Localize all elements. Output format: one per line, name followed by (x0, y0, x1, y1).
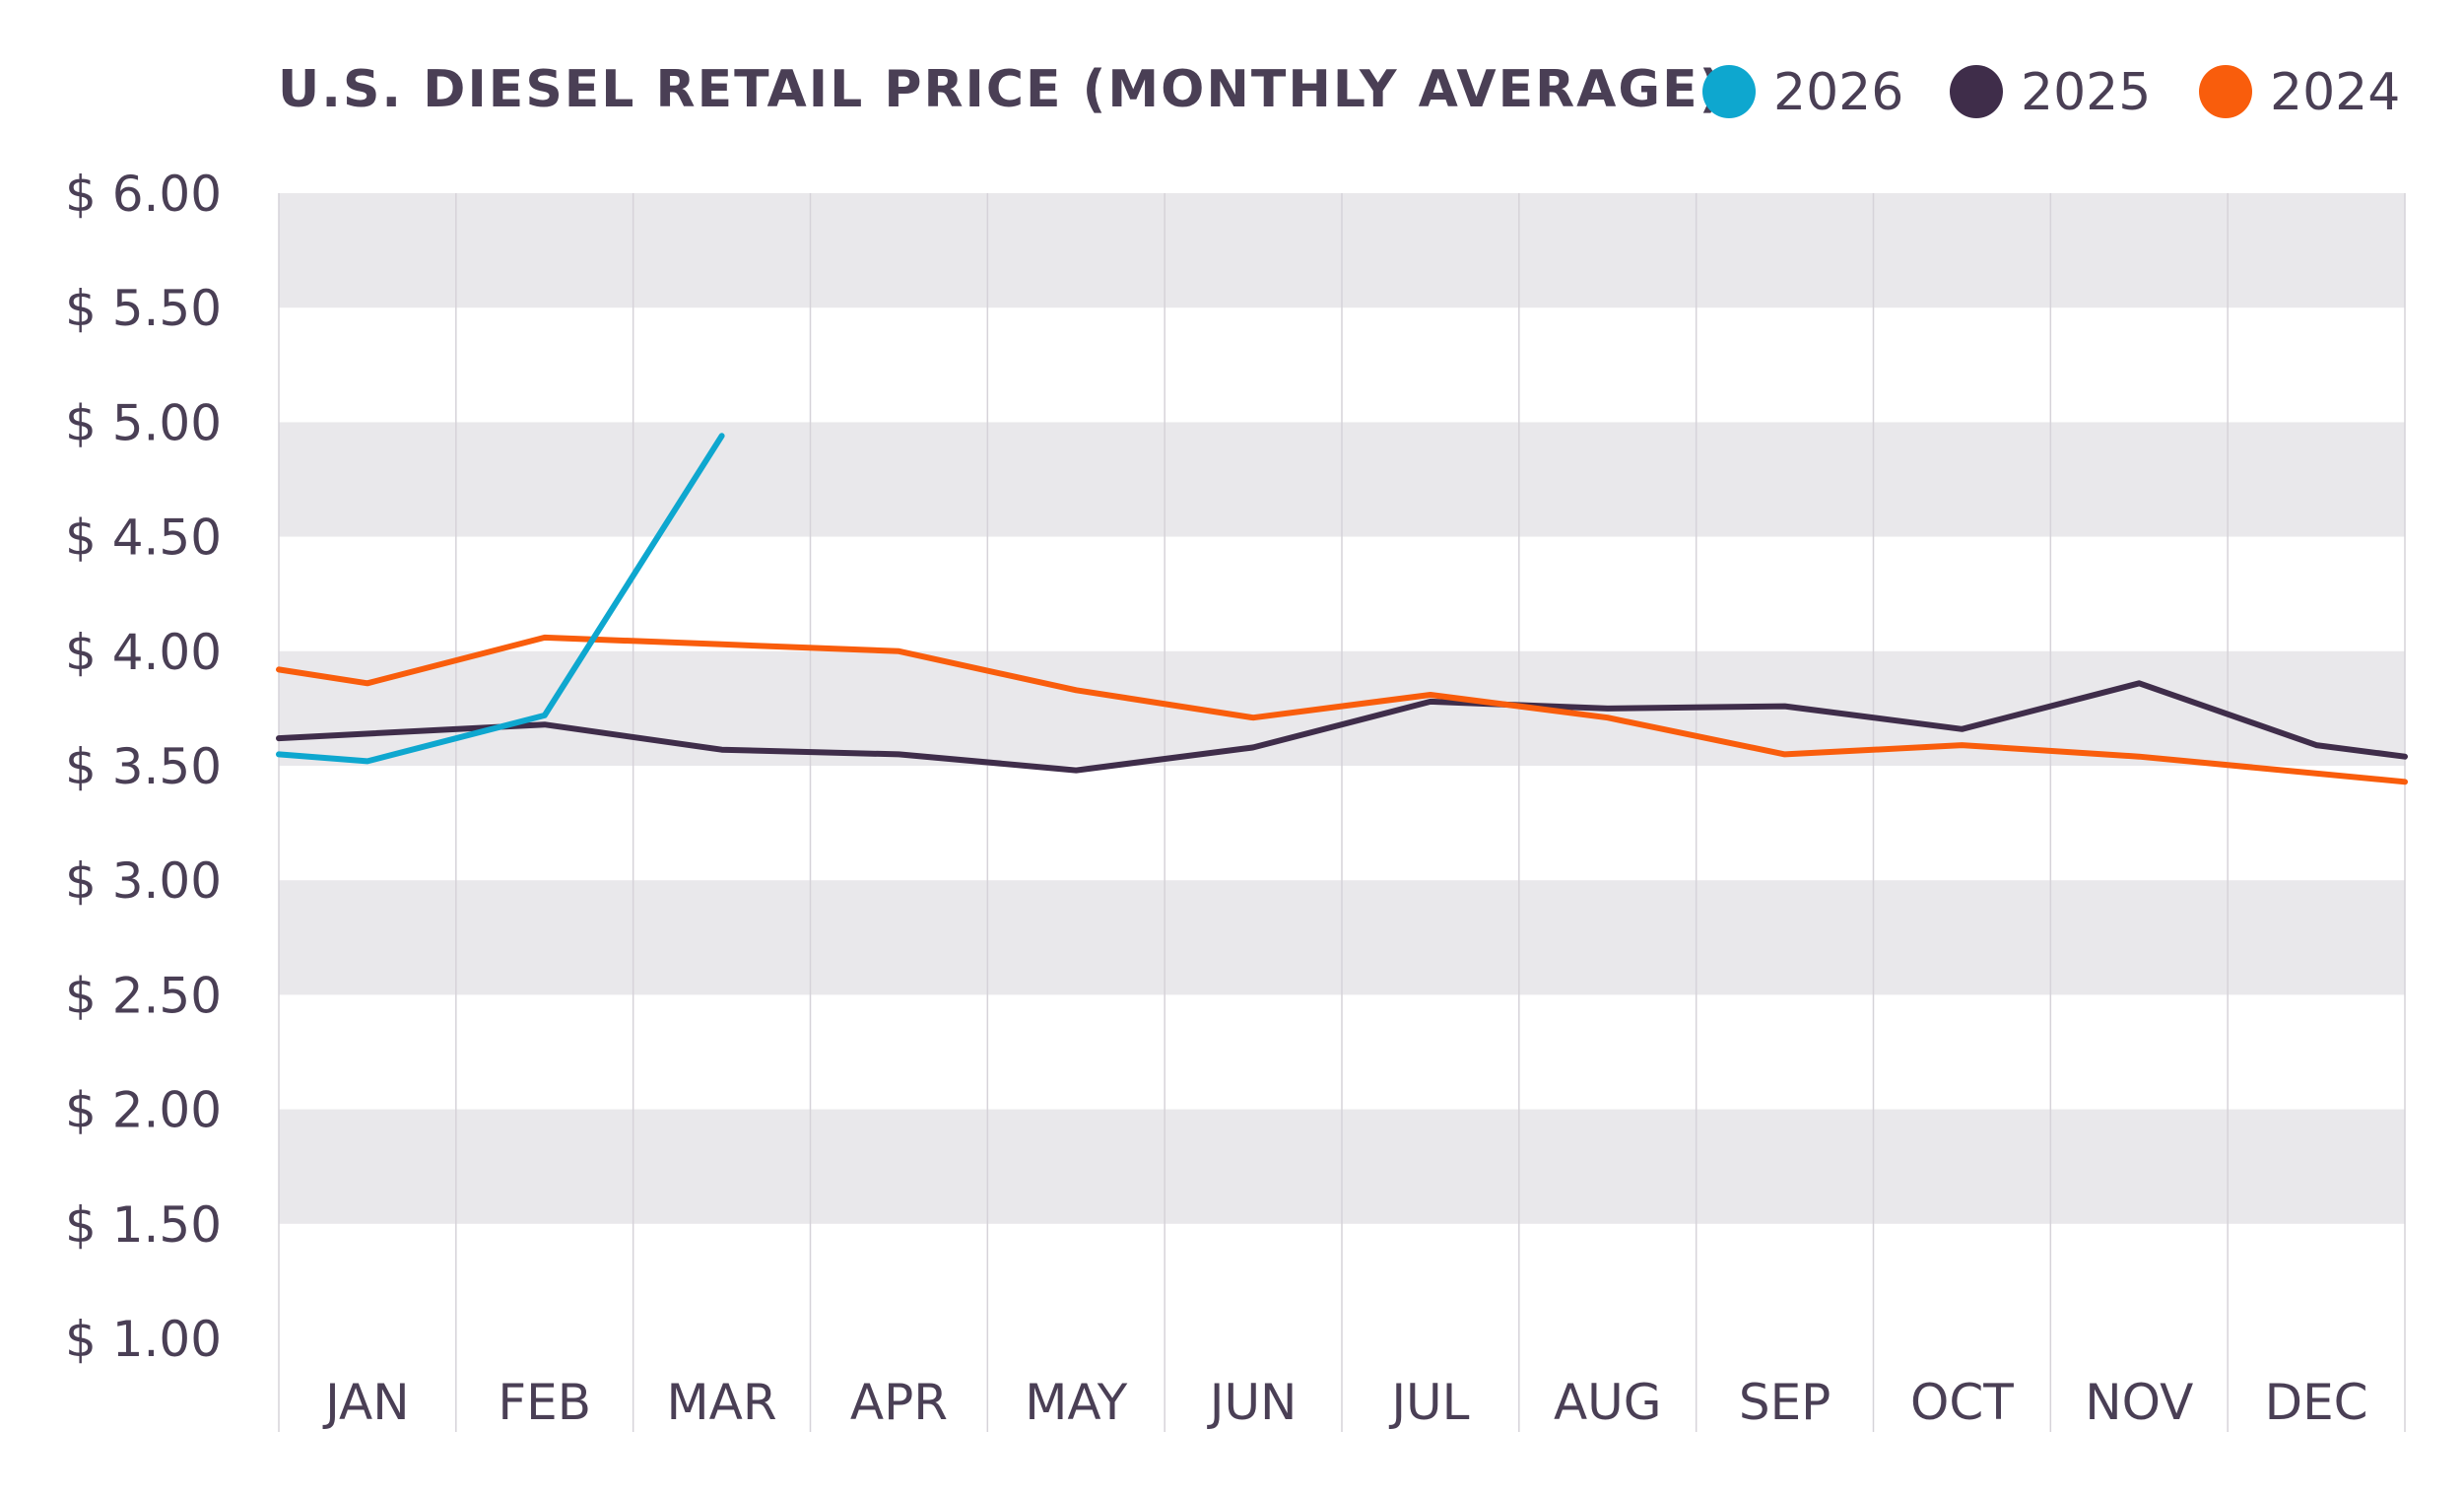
x-tick-label: JUN (1207, 1374, 1298, 1431)
x-tick-label: MAR (667, 1374, 777, 1431)
legend-marker-2026 (1702, 65, 1756, 118)
series-line-2026 (276, 433, 725, 765)
y-tick-label: $ 3.00 (65, 852, 222, 910)
y-tick-label: $ 5.50 (65, 280, 222, 337)
chart-title: U.S. DIESEL RETAIL PRICE (MONTHLY AVERAG… (278, 60, 1724, 119)
y-tick-label: $ 2.00 (65, 1082, 222, 1139)
y-tick-label: $ 5.00 (65, 394, 222, 451)
y-tick-label: $ 2.50 (65, 967, 222, 1024)
x-tick-label: DEC (2265, 1374, 2368, 1431)
x-tick-label: NOV (2085, 1374, 2193, 1431)
x-tick-label: SEP (1739, 1374, 1831, 1431)
y-tick-label: $ 4.50 (65, 510, 222, 567)
x-tick-label: JUL (1388, 1374, 1469, 1431)
legend-marker-2024 (2199, 65, 2252, 118)
vertical-gridlines (278, 193, 2406, 1432)
x-tick-label: AUG (1554, 1374, 1662, 1431)
y-tick-label: $ 3.50 (65, 738, 222, 795)
legend-label-2026: 2026 (1773, 63, 1903, 122)
x-tick-label: JAN (322, 1374, 409, 1431)
legend-label-2024: 2024 (2270, 63, 2400, 122)
y-tick-label: $ 4.00 (65, 624, 222, 681)
x-tick-label: FEB (498, 1374, 591, 1431)
x-tick-label: OCT (1910, 1374, 2014, 1431)
y-tick-label: $ 6.00 (65, 166, 222, 223)
series-line-2024 (276, 634, 2408, 785)
x-axis-ticks: JAN FEB MAR APR MAY JUN JUL AUG SEP OCT NOV DEC (322, 1374, 2367, 1431)
series-line-2025 (276, 680, 2408, 774)
y-axis-ticks: $ 6.00 $ 5.50 $ 5.00 $ 4.50 $ 4.00 $ 3.50 $ 3.… (65, 166, 222, 1368)
x-tick-label: MAY (1025, 1374, 1127, 1431)
x-tick-label: APR (850, 1374, 948, 1431)
y-tick-label: $ 1.50 (65, 1196, 222, 1254)
legend-marker-2025 (1950, 65, 2003, 118)
y-tick-label: $ 1.00 (65, 1311, 222, 1368)
legend: 2026 2025 2024 (1702, 63, 2400, 122)
series-lines (276, 433, 2408, 785)
legend-label-2025: 2025 (2021, 63, 2151, 122)
